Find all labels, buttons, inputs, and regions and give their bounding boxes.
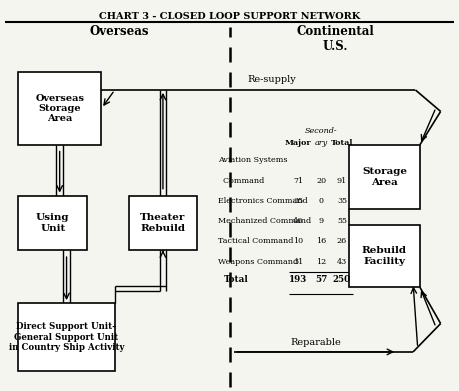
Text: Total: Total: [331, 139, 353, 147]
Text: 71: 71: [293, 177, 303, 185]
Text: Using
Unit: Using Unit: [36, 213, 69, 233]
Text: Overseas
Storage
Area: Overseas Storage Area: [35, 93, 84, 124]
Text: 26: 26: [337, 237, 347, 246]
Text: 91: 91: [337, 177, 347, 185]
Text: Command: Command: [218, 177, 264, 185]
Text: 250: 250: [333, 275, 351, 284]
Text: Major: Major: [285, 139, 312, 147]
Text: 0: 0: [319, 197, 324, 205]
Text: 16: 16: [316, 237, 326, 246]
Text: CHART 3 - CLOSED LOOP SUPPORT NETWORK: CHART 3 - CLOSED LOOP SUPPORT NETWORK: [99, 12, 360, 21]
Text: 9: 9: [319, 217, 324, 225]
FancyBboxPatch shape: [349, 145, 420, 209]
Text: Aviation Systems: Aviation Systems: [218, 156, 287, 164]
FancyBboxPatch shape: [18, 303, 115, 371]
Text: 43: 43: [337, 258, 347, 266]
Text: 46: 46: [293, 217, 303, 225]
Text: 193: 193: [289, 275, 308, 284]
Text: 20: 20: [316, 177, 326, 185]
Text: Direct Support Unit–
General Support Unit
in Country Ship Activity: Direct Support Unit– General Support Uni…: [9, 322, 124, 352]
Text: Second-: Second-: [305, 127, 338, 135]
Text: 35: 35: [337, 197, 347, 205]
Text: 31: 31: [293, 258, 303, 266]
FancyBboxPatch shape: [129, 196, 197, 250]
Text: 12: 12: [316, 258, 326, 266]
Text: Total: Total: [224, 275, 249, 284]
Text: Theater
Rebuild: Theater Rebuild: [140, 213, 185, 233]
Text: Storage
Area: Storage Area: [362, 167, 407, 187]
Text: ary: ary: [315, 139, 328, 147]
FancyBboxPatch shape: [349, 225, 420, 287]
Text: Overseas: Overseas: [90, 25, 149, 38]
Text: 55: 55: [337, 217, 347, 225]
Text: Tactical Command: Tactical Command: [218, 237, 293, 246]
FancyBboxPatch shape: [18, 196, 87, 250]
Text: Re-supply: Re-supply: [247, 75, 297, 84]
Text: 35: 35: [293, 197, 303, 205]
Text: 10: 10: [293, 237, 303, 246]
Text: Continental
U.S.: Continental U.S.: [296, 25, 374, 54]
Text: Electronics Command: Electronics Command: [218, 197, 308, 205]
Text: Weapons Command: Weapons Command: [218, 258, 298, 266]
Text: Mechanized Command: Mechanized Command: [218, 217, 311, 225]
Text: Reparable: Reparable: [290, 338, 341, 347]
Text: 57: 57: [315, 275, 327, 284]
Text: Rebuild
Facility: Rebuild Facility: [362, 246, 407, 266]
FancyBboxPatch shape: [18, 72, 101, 145]
